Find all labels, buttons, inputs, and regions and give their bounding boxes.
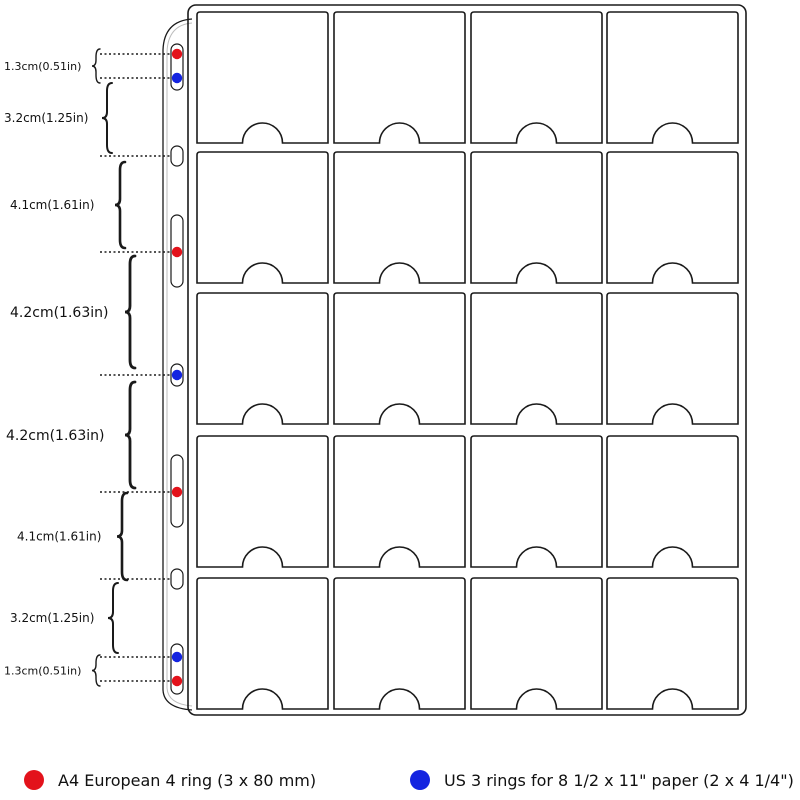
brace-8 [91,654,101,687]
binder-page-diagram: 1.3cm(0.51in) 3.2cm(1.25in) 4.1cm(1.61in) 4… [4,4,747,716]
dimension-markers: 1.3cm(0.51in) 3.2cm(1.25in) 4.1cm(1.61in) 4… [4,48,172,687]
pocket-r2-c4 [606,151,739,284]
binding-strip-inner [166,22,193,707]
pocket-r3-c1 [196,292,329,425]
red-dot-icon [171,48,183,60]
pocket-r1-c4 [606,11,739,144]
pocket-r2-c1 [196,151,329,284]
brace-1 [91,48,101,84]
blue-dot-icon [171,369,183,381]
pocket-r4-c4 [606,435,739,568]
blue-dot-icon [171,72,183,84]
pocket-r2-c2 [333,151,466,284]
pocket-r1-c1 [196,11,329,144]
pocket-r3-c3 [470,292,603,425]
hole-2 [170,145,184,167]
legend-us-label: US 3 rings for 8 1/2 x 11" paper (2 x 4 … [444,770,794,790]
dimension-label-2: 3.2cm(1.25in) [4,111,88,125]
blue-dot-icon [410,770,430,790]
red-dot-icon [171,675,183,687]
red-dot-icon [171,486,183,498]
brace-7 [107,582,119,654]
pocket-r1-c3 [470,11,603,144]
pocket-r4-c3 [470,435,603,568]
pocket-r4-c1 [196,435,329,568]
legend-us: US 3 rings for 8 1/2 x 11" paper (2 x 4 … [410,770,794,790]
dimension-label-8: 1.3cm(0.51in) [4,664,81,677]
pocket-r3-c4 [606,292,739,425]
brace-6 [116,491,129,582]
pocket-r5-c1 [196,577,329,710]
legend-a4: A4 European 4 ring (3 x 80 mm) [24,770,316,790]
brace-2 [101,82,113,154]
binding-strip [162,18,193,711]
pocket-r5-c2 [333,577,466,710]
hole-7 [170,643,184,695]
pocket-grid [196,11,739,710]
pocket-r2-c3 [470,151,603,284]
pocket-r5-c3 [470,577,603,710]
dimension-label-1: 1.3cm(0.51in) [4,60,81,73]
dimension-label-6: 4.1cm(1.61in) [17,530,101,544]
blue-dot-icon [171,651,183,663]
pocket-r3-c2 [333,292,466,425]
dimension-label-4: 4.2cm(1.63in) [10,305,108,321]
sheet-outline [187,4,747,716]
brace-4 [124,254,137,370]
dimension-label-5: 4.2cm(1.63in) [6,428,104,444]
dimension-label-7: 3.2cm(1.25in) [10,611,94,625]
pocket-r4-c2 [333,435,466,568]
brace-3 [114,160,127,250]
pocket-r5-c4 [606,577,739,710]
legend-a4-label: A4 European 4 ring (3 x 80 mm) [58,770,317,790]
binder-holes [170,43,184,695]
red-dot-icon [24,770,44,790]
pocket-r1-c2 [333,11,466,144]
hole-6 [170,568,184,590]
red-dot-icon [171,246,183,258]
dimension-label-3: 4.1cm(1.61in) [10,198,94,212]
brace-5 [124,380,137,490]
